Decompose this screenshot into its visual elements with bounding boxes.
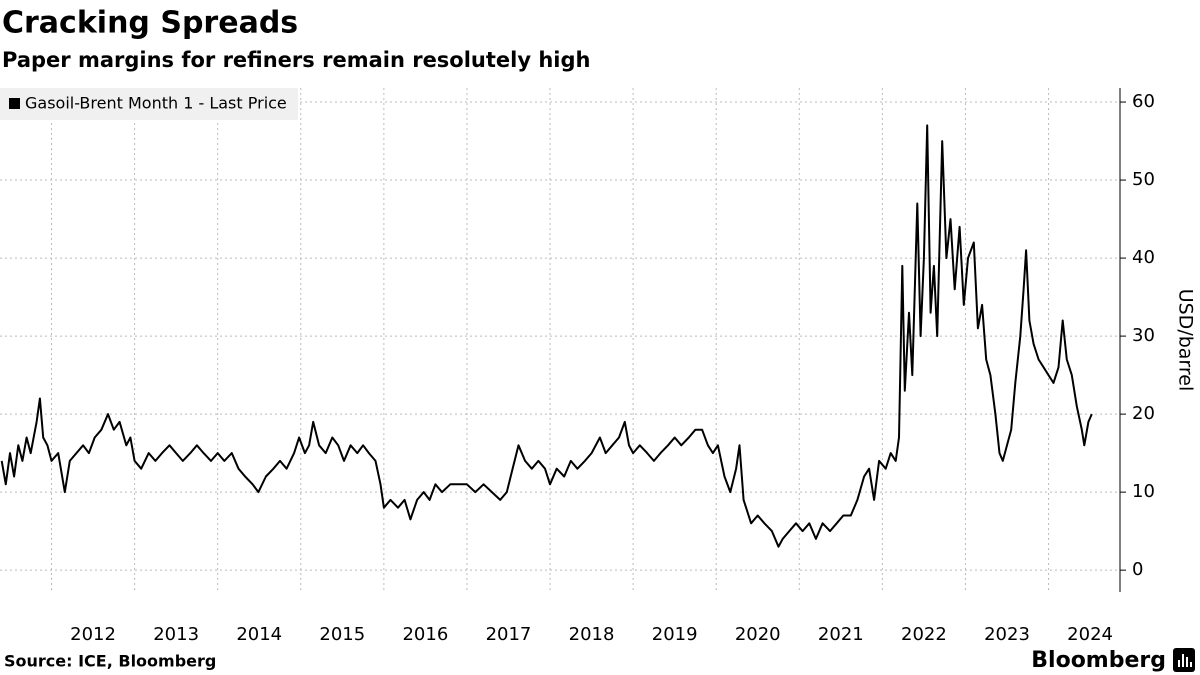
line	[0, 124, 1093, 548]
y-tick-label: 60	[1132, 91, 1155, 112]
y-tick-label: 50	[1132, 169, 1155, 190]
y-tick-label: 0	[1132, 559, 1143, 580]
x-tick-label: 2015	[319, 624, 365, 645]
x-tick-label: 2020	[735, 624, 781, 645]
legend-background	[0, 88, 298, 120]
x-tick-label: 2016	[402, 624, 448, 645]
x-tick-label: 2014	[236, 624, 282, 645]
x-tick-label: 2012	[70, 624, 116, 645]
y-tick-label: 40	[1132, 247, 1155, 268]
legend-swatch	[9, 98, 20, 109]
x-tick-label: 2022	[901, 624, 947, 645]
x-tick-label: 2023	[984, 624, 1030, 645]
y-tick-label: 20	[1132, 403, 1155, 424]
y-axis-label: USD/barrel	[1175, 289, 1197, 392]
y-tick-label: 10	[1132, 481, 1155, 502]
brand: Bloomberg	[1031, 648, 1166, 673]
chart-title: Cracking Spreads	[2, 6, 298, 41]
x-tick-label: 2024	[1067, 624, 1113, 645]
legend-label: Gasoil-Brent Month 1 - Last Price	[25, 94, 287, 113]
y-tick-label: 30	[1132, 325, 1155, 346]
x-tick-label: 2021	[818, 624, 864, 645]
chart-subtitle: Paper margins for refiners remain resolu…	[2, 48, 591, 72]
x-tick-label: 2013	[153, 624, 199, 645]
legend: Gasoil-Brent Month 1 - Last Price	[0, 88, 298, 120]
x-tick-label: 2017	[486, 624, 532, 645]
x-tick-label: 2019	[652, 624, 698, 645]
brand-icon	[1173, 648, 1195, 672]
source: Source: ICE, Bloomberg	[4, 652, 216, 671]
x-tick-label: 2018	[569, 624, 615, 645]
